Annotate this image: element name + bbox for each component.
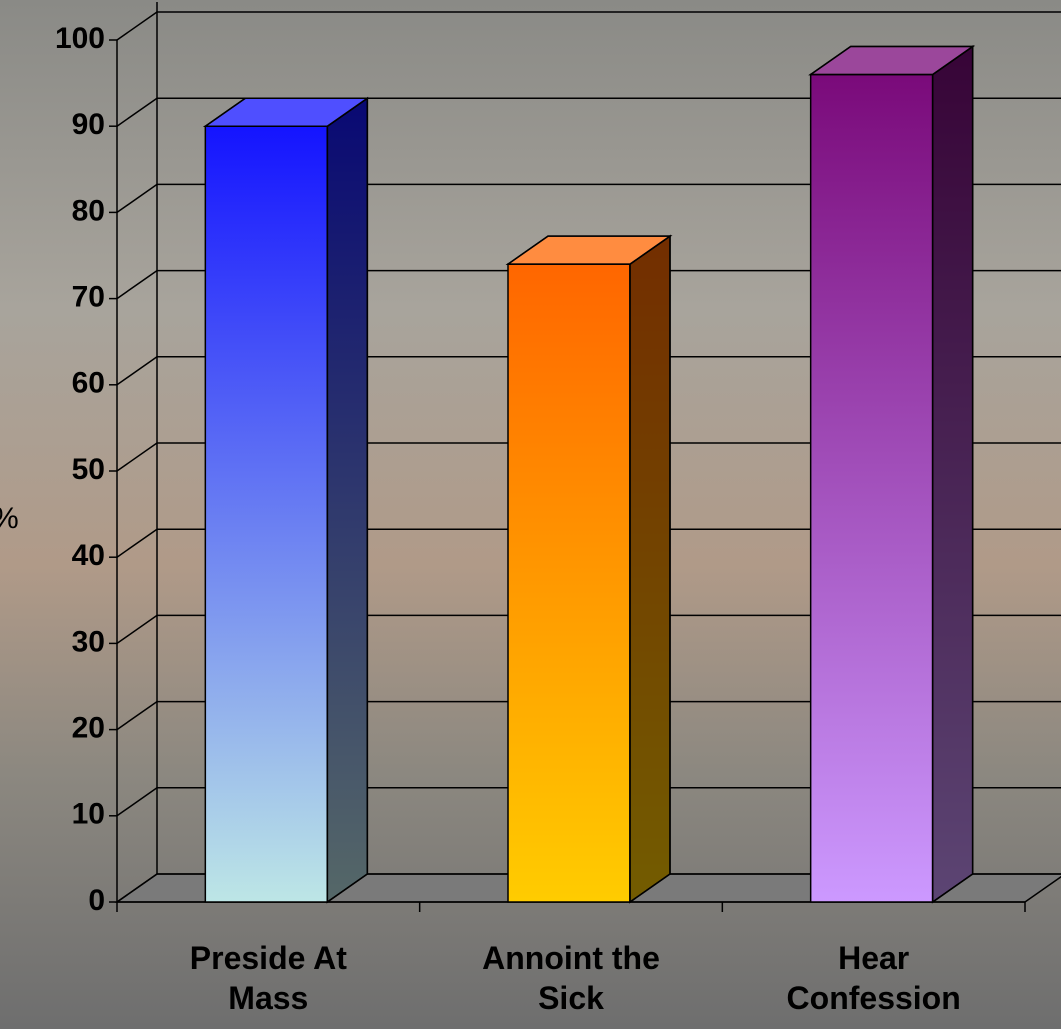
grid-line [116,269,1061,300]
y-tick-label: 50 [72,453,105,486]
y-axis-label: % [0,502,19,535]
y-tick-label: 0 [88,884,105,917]
bar [204,125,329,903]
y-tick-label: 70 [72,281,105,314]
grid-line [116,873,1061,903]
bar-top-shade [808,45,976,76]
grid-line [116,614,1061,645]
y-tick-label: 90 [72,108,105,141]
bar-side-shade [629,234,671,904]
y-tick-label: 100 [55,22,105,55]
grid-line [116,787,1061,817]
x-tick-label: Hear Confession [786,940,961,1016]
grid-line [116,183,1061,214]
grid-line [116,528,1061,558]
bar-top-shade [505,235,673,265]
grid-line [116,700,1061,731]
x-tick-label: Preside At Mass [189,940,347,1016]
grid-line [116,356,1061,386]
bar-side-shade [326,96,369,904]
y-tick-label: 20 [72,712,105,745]
grid-line [116,97,1061,127]
y-tick-label: 10 [72,798,105,831]
y-tick-label: 40 [72,539,105,572]
bar [507,263,631,903]
y-tick-label: 60 [72,367,105,400]
y-tick-label: 80 [72,194,105,227]
bar [809,73,934,903]
bar-top-shade [202,97,370,127]
grid-line [116,442,1061,472]
x-tick-label: Annoint the Sick [482,940,660,1016]
bar-side-shade [931,45,974,904]
grid-line [116,11,1061,41]
y-tick-label: 30 [72,625,105,658]
